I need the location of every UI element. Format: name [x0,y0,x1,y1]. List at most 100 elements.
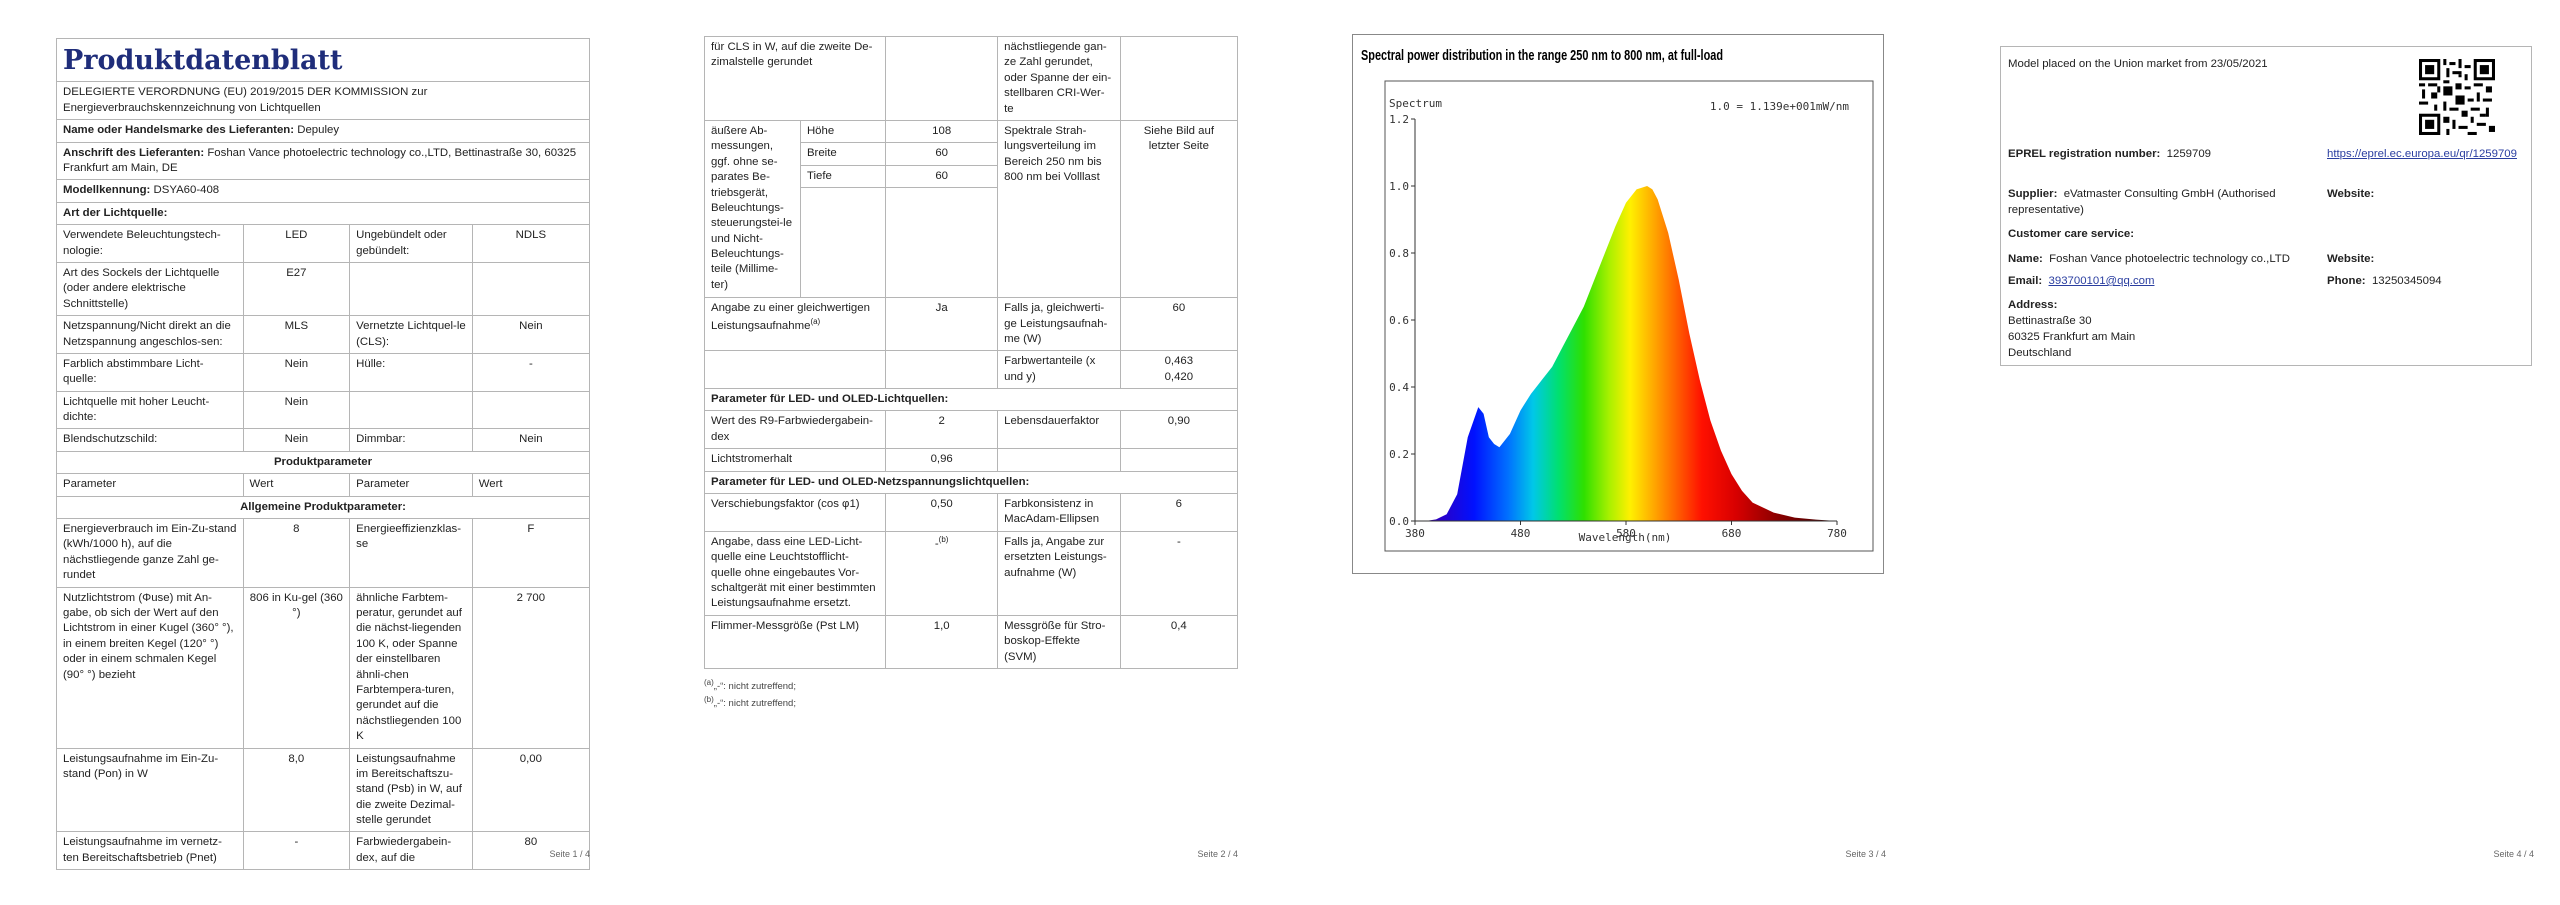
table-row: Art des Sockels der Lichtquelle (oder an… [56,261,591,317]
value-cell: Nein [471,428,591,452]
x-ticks: 380 480 580 680 780 [1405,521,1847,540]
value-cell: 60 [1119,297,1239,352]
empty-cell [799,187,887,299]
value-cell: Siehe Bild auf letzter Seite [1119,119,1239,299]
supplier-row: Supplier: eVatmaster Consulting GmbH (Au… [2008,187,2318,219]
spectral-chart: Spectral power distribution in the range… [1361,48,1874,552]
address-line: 60325 Frankfurt am Main [2008,330,2136,343]
empty-cell [885,350,999,390]
page-number: Seite 3 / 4 [1845,849,1886,859]
table-row: Lichtquelle mit hoher Leucht-dichte: Nein [56,390,591,430]
page-number: Seite 2 / 4 [1197,849,1238,859]
dimension-name: Höhe [799,119,887,144]
eprel-info-box: Model placed on the Union market from 23… [2000,46,2532,366]
value-cell: E27 [242,261,351,317]
table-row: für CLS in W, auf die zweite De-zimalste… [703,36,1239,121]
website-label: Website: [2327,187,2374,203]
value-cell: 0,90 [1119,410,1239,450]
address-value: Foshan Vance photoelectric technology co… [63,146,577,174]
supplier-value: eVatmaster Consulting GmbH (Authorised r… [2008,188,2276,216]
value-cell: 0,96 [885,448,999,472]
value-cell [885,36,999,121]
footnote-mark: (a) [810,316,821,326]
fluo-value: - [934,537,939,550]
param-cell: Dimmbar: [349,428,473,452]
supplier-name-value: Depuley [297,124,340,137]
empty-cell [1119,448,1239,472]
phone-row: Phone: 13250345094 [2327,274,2442,290]
table-row: Wert des R9-Farbwiedergabein-dex 2 Leben… [703,410,1239,450]
footnote-mark: (b) [704,695,714,705]
email-link[interactable]: 393700101@qq.com [2048,275,2155,287]
param-cell: Blendschutzschild: [56,428,244,452]
x-tick-label: 580 [1616,527,1636,540]
page-3: Spectral power distribution in the range… [1352,0,1886,905]
column-headers: Parameter Wert Parameter Wert [56,473,591,497]
eprel-label: EPREL registration number: [2008,148,2161,160]
param-cell: Angabe zu einer gleichwertigen Leistungs… [703,297,887,352]
param-cell: Leistungsaufnahme im Bereitschaftszu-sta… [349,747,473,833]
param-cell [349,390,473,430]
chart-frame: Spectral power distribution in the range… [1352,34,1884,574]
qr-code-icon[interactable] [2419,59,2495,135]
website-label-text: Website: [2327,188,2375,200]
value-cell: 0,50 [885,493,999,532]
param-cell: Leistungsaufnahme im vernetz-ten Bereits… [56,831,244,871]
table-row: Flimmer-Messgröße (Pst LM) 1,0 Messgröße… [703,614,1239,669]
table-row: Angabe, dass eine LED-Licht-quelle eine … [703,530,1239,616]
model-row: Modellkennung: DSYA60-408 [56,179,590,203]
chart-title: Spectral power distribution in the range… [1361,48,1723,64]
footnote-a: (a)„-“: nicht zutreffend; [704,677,1238,694]
value-cell: Nein [471,315,591,354]
table-row: Leistungsaufnahme im vernetz-ten Bereits… [56,831,591,871]
table-row: äußere Ab-messungen, ggf. ohne se-parate… [704,119,1239,299]
value-cell: NDLS [471,224,591,263]
param-cell: Farbwiedergabein-dex, auf die [349,831,473,871]
product-params-header: Produktparameter [56,450,590,475]
eprel-link[interactable]: https://eprel.ec.europa.eu/qr/1259709 [2327,148,2517,160]
model-label: Modellkennung: [63,184,151,197]
website2-label-text: Website: [2327,253,2375,265]
scale-note: 1.0 = 1.139e+001mW/nm [1710,100,1849,113]
page-title: Produktdatenblatt [56,37,590,83]
y-tick-label: 0.0 [1389,515,1409,528]
page-4: Model placed on the Union market from 23… [2000,0,2534,905]
value-cell: MLS [242,315,351,354]
market-placement: Model placed on the Union market from 23… [2008,58,2268,70]
value-cell: -(b) [885,530,999,616]
phone-value: 13250345094 [2371,275,2442,287]
name-value: Foshan Vance photoelectric technology co… [2049,253,2290,265]
page-number: Seite 1 / 4 [549,849,590,859]
value-cell: 1,0 [885,614,999,669]
param-cell: Wert des R9-Farbwiedergabein-dex [703,410,887,450]
address-label: Anschrift des Lieferanten: [63,146,205,159]
empty-cell [703,350,887,390]
value-cell: 2 [885,410,999,450]
param-cell: Falls ja, Angabe zur ersetzten Leistungs… [997,530,1121,616]
dimension-name: Breite [799,142,887,166]
column-header: Parameter [349,473,473,497]
param-cell: ähnliche Farbtem-peratur, gerundet auf d… [349,586,473,749]
param-cell: Energieverbrauch im Ein-Zu-stand (kWh/10… [56,518,244,588]
y-tick-label: 0.4 [1389,381,1409,394]
regulation-text: DELEGIERTE VERORDNUNG (EU) 2019/2015 DER… [56,81,590,121]
name-row: Name: Foshan Vance photoelectric technol… [2008,252,2290,268]
empty-cell [997,448,1121,472]
param-cell: Art des Sockels der Lichtquelle (oder an… [56,261,244,317]
param-cell: für CLS in W, auf die zweite De-zimalste… [703,36,887,121]
y-ticks: 0.0 0.2 0.4 0.6 0.8 1.0 1.2 [1389,113,1415,528]
param-cell: Hülle: [349,352,473,392]
y-tick-label: 0.8 [1389,247,1409,260]
value-cell: F [471,518,591,588]
mains-params-header: Parameter für LED- und OLED-Netzspannung… [704,470,1238,495]
dimension-name: Tiefe [799,164,887,189]
param-cell: Farbwertanteile (x und y) [997,350,1121,390]
value-cell: - [1119,530,1239,616]
param-cell: Flimmer-Messgröße (Pst LM) [703,614,887,669]
y-axis-label: Spectrum [1389,97,1442,110]
param-cell: Lebensdauerfaktor [997,410,1121,450]
eprel-row: EPREL registration number: 1259709 [2008,147,2211,163]
param-cell: Farblich abstimmbare Licht-quelle: [56,352,244,392]
address-block: Address: Bettinastraße 30 60325 Frankfur… [2008,298,2135,362]
value-cell: Nein [242,352,351,392]
